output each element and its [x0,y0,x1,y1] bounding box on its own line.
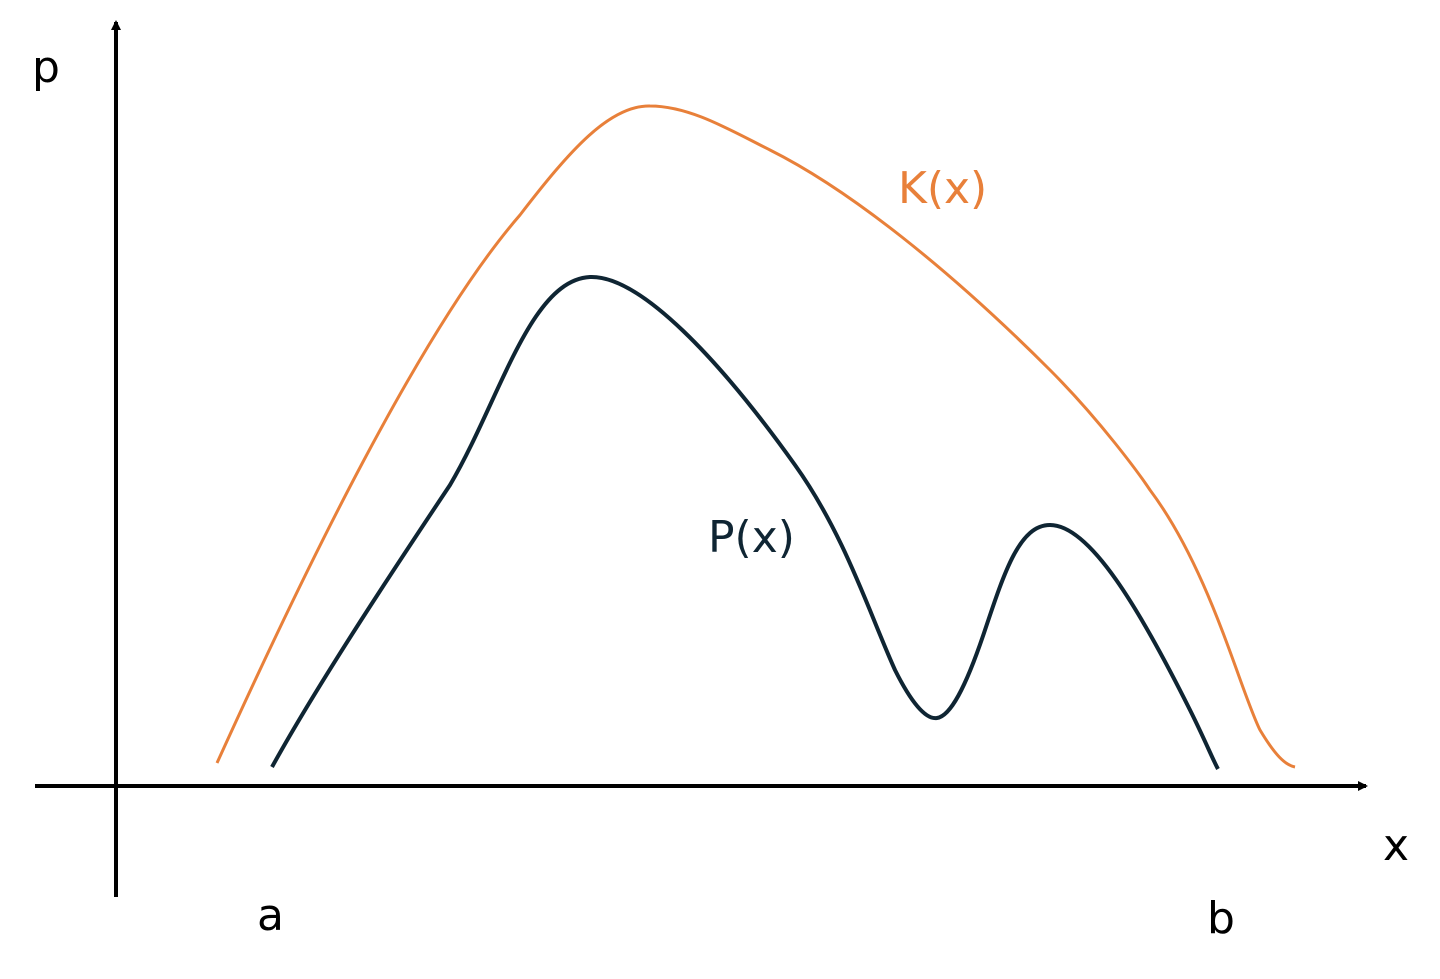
p-curve [270,274,1220,770]
tick-label-b: b [1207,893,1235,944]
tick-label-a: a [257,890,284,941]
p-curve-label: P(x) [708,512,795,563]
y-axis-label: p [32,42,60,93]
k-curve-label: K(x) [898,163,987,214]
x-axis-label: x [1383,820,1409,871]
k-curve [215,104,1296,769]
